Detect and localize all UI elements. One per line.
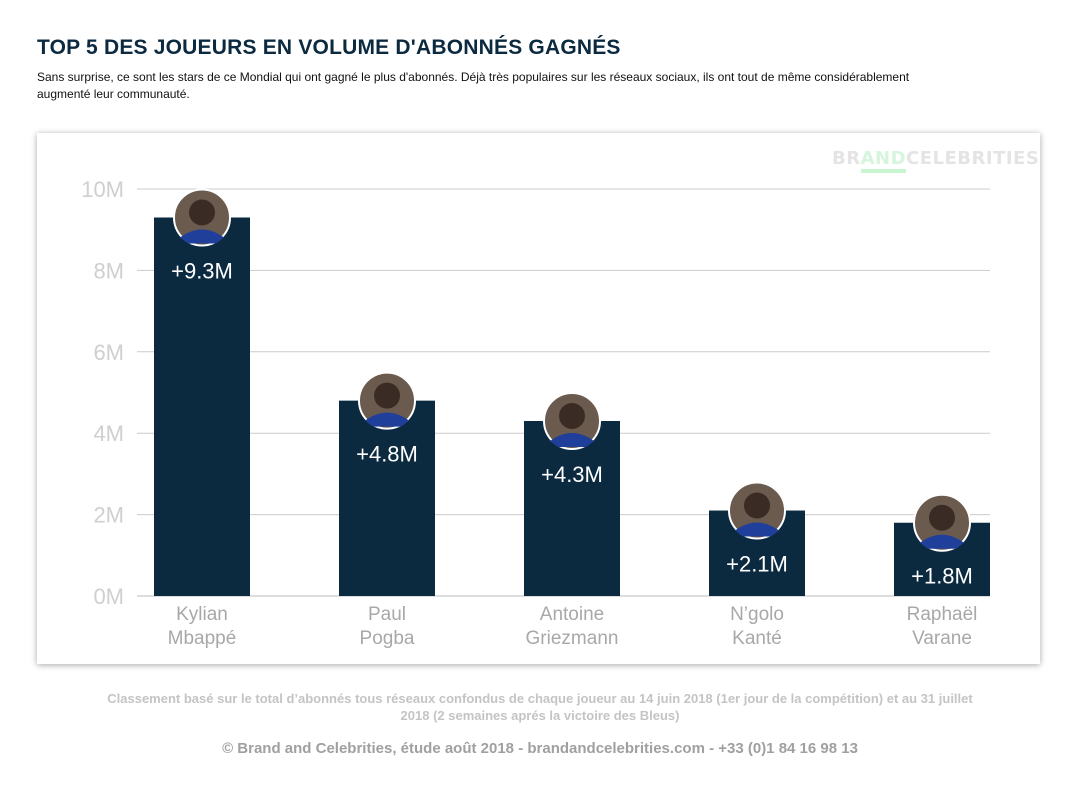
x-tick-label: Paul [368,604,406,625]
data-label: +1.8M [911,564,973,589]
avatar-head [374,382,400,409]
x-tick-label: Griezmann [526,628,619,649]
y-tick-label: 6M [93,340,124,365]
x-tick-label: Kanté [732,628,782,649]
page-title: TOP 5 DES JOUEURS EN VOLUME D'ABONNÉS GA… [37,36,621,59]
x-tick-label: Antoine [540,604,604,625]
y-tick-label: 10M [81,177,124,202]
x-tick-label: Kylian [176,604,228,625]
avatar-head [559,402,585,429]
data-label: +2.1M [726,552,788,577]
bar [154,217,250,597]
avatar-shirt [550,432,594,447]
x-tick-label: N’golo [730,604,784,625]
methodology-note: Classement basé sur le total d’abonnés t… [107,691,973,723]
avatar-shirt [180,229,224,244]
avatar-head [929,504,955,531]
y-tick-label: 4M [93,421,124,446]
avatar-shirt [365,412,409,427]
brand-logo: BRANDCELEBRITIES [832,148,1039,173]
copyright: © Brand and Celebrities, étude août 2018… [222,740,858,757]
data-label: +4.8M [356,442,418,467]
page-subtitle: Sans surprise, ce sont les stars de ce M… [37,70,910,101]
x-tick-label: Varane [912,628,972,649]
data-label: +4.3M [541,462,603,487]
avatar-shirt [920,534,964,549]
y-tick-label: 0M [93,584,124,609]
bar [339,400,435,596]
data-label: +9.3M [171,258,233,283]
bar [524,420,620,596]
x-tick-label: Raphaël [907,604,978,625]
avatar-shirt [735,522,779,537]
x-tick-label: Mbappé [168,628,237,649]
y-tick-label: 2M [93,503,124,528]
avatar-head [744,492,770,519]
x-tick-label: Pogba [360,628,415,649]
avatar-head [189,199,215,226]
y-tick-label: 8M [93,258,124,283]
